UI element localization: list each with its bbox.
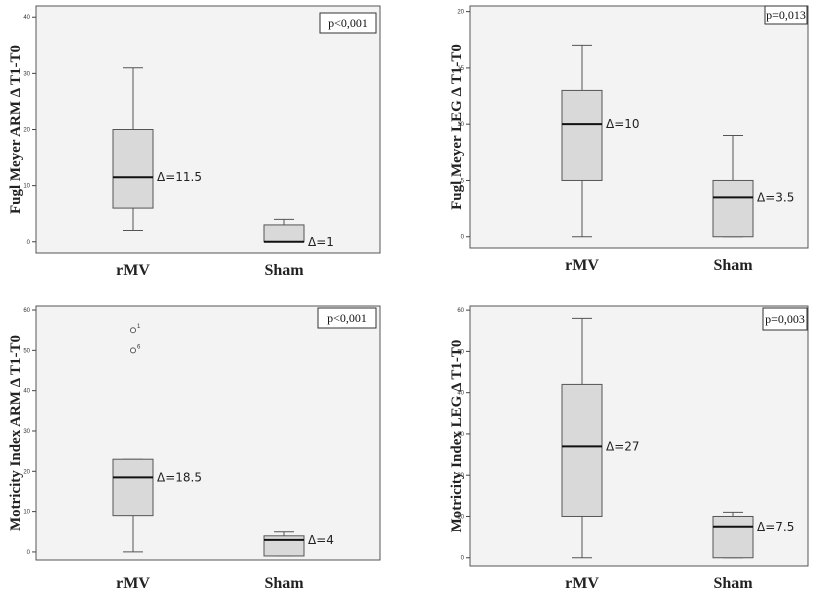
y-axis-label: Fugl Meyer LEG Δ T1-T0 <box>449 44 465 210</box>
box-rmv <box>561 383 603 517</box>
plot-frame <box>35 305 381 561</box>
category-label: Sham <box>264 262 304 279</box>
delta-label: Δ=7.5 <box>757 520 794 534</box>
category-label: rMV <box>116 575 150 592</box>
y-tick-label: 10 <box>457 122 464 128</box>
box-sham <box>712 179 754 238</box>
y-tick-label: 40 <box>23 389 30 395</box>
y-tick-label: 30 <box>23 71 30 77</box>
y-tick-label: 10 <box>23 510 30 516</box>
y-tick-label: 20 <box>23 469 30 475</box>
category-label: rMV <box>565 257 599 274</box>
delta-label: Δ=11.5 <box>157 170 202 184</box>
category-label: rMV <box>565 575 599 592</box>
y-axis-label: Motricity Index ARM Δ T1-T0 <box>8 335 24 531</box>
p-value-text: p=0,003 <box>765 312 805 326</box>
p-value-text: p<0,001 <box>328 16 368 30</box>
y-tick-label: 0 <box>27 550 31 556</box>
p-value-text: p<0,001 <box>327 311 367 325</box>
y-tick-label: 20 <box>23 128 30 134</box>
box-rmv <box>561 89 603 181</box>
y-tick-label: 20 <box>457 10 464 16</box>
y-tick-label: 30 <box>457 432 464 438</box>
delta-label: Δ=10 <box>606 117 640 131</box>
box-sham <box>263 535 305 557</box>
y-tick-label: 5 <box>461 178 465 184</box>
box-sham <box>712 515 754 559</box>
y-tick-label: 50 <box>23 348 30 354</box>
y-tick-label: 10 <box>23 184 30 190</box>
category-label: Sham <box>264 575 304 592</box>
y-tick-label: 0 <box>27 240 31 246</box>
box-rmv <box>112 458 154 517</box>
p-value-text: p=0,013 <box>766 8 806 22</box>
plot-frame <box>35 5 381 254</box>
chart-panel-1: 0 10 20 30 40 Δ=11.5 rMV Δ=1 Sham p<0,001 Fugl Mey… <box>8 5 381 279</box>
category-label: Sham <box>713 575 753 592</box>
chart-panel-3: 0 10 20 30 40 50 60 Δ=18.5 1 6 rMV Δ=4 Sham p<0,001 Mo… <box>8 305 381 592</box>
delta-label: Δ=4 <box>308 533 334 547</box>
chart-panel-4: 0 10 20 30 40 50 60 Δ=27 rMV Δ=7.5 Sham p=0,003 Motr… <box>449 305 809 592</box>
p-value-box <box>319 12 377 34</box>
y-tick-label: 60 <box>457 308 464 314</box>
y-tick-label: 40 <box>457 391 464 397</box>
delta-label: Δ=3.5 <box>757 190 794 204</box>
outlier-point <box>130 327 136 334</box>
y-tick-label: 20 <box>457 473 464 479</box>
p-value-box <box>317 307 377 329</box>
p-value-box <box>762 307 808 331</box>
outlier-point <box>130 347 136 354</box>
category-label: Sham <box>713 257 753 274</box>
y-tick-label: 50 <box>457 349 464 355</box>
box-rmv <box>112 129 154 209</box>
outlier-label: 6 <box>137 344 141 350</box>
y-tick-label: 30 <box>23 429 30 435</box>
chart-panel-2: 0 5 10 15 20 Δ=10 rMV Δ=3.5 Sham p=0,013 Fugl Meye… <box>449 5 809 274</box>
y-tick-label: 15 <box>457 66 464 72</box>
y-axis-label: Motricity Index LEG Δ T1-T0 <box>449 340 465 533</box>
delta-label: Δ=18.5 <box>157 470 202 484</box>
y-axis-label: Fugl Meyer ARM Δ T1-T0 <box>8 45 24 214</box>
y-tick-label: 10 <box>457 514 464 520</box>
y-tick-label: 40 <box>23 15 30 21</box>
p-value-box <box>764 5 808 25</box>
delta-label: Δ=1 <box>308 235 334 249</box>
y-tick-label: 0 <box>461 235 465 241</box>
y-tick-label: 0 <box>461 556 465 562</box>
delta-label: Δ=27 <box>606 439 640 453</box>
y-tick-label: 60 <box>23 308 30 314</box>
category-label: rMV <box>116 262 150 279</box>
box-sham <box>263 224 305 243</box>
outlier-label: 1 <box>137 324 141 330</box>
